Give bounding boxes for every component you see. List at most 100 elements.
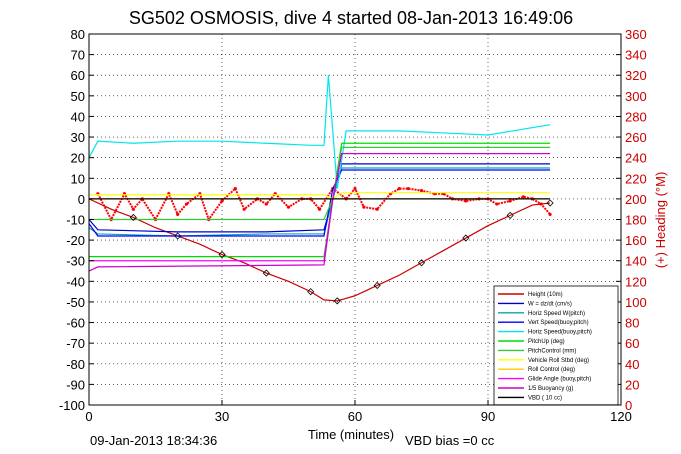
height-marker — [417, 259, 426, 267]
y2-axis-label: (+) Heading (°M) — [653, 172, 668, 269]
heading-point — [242, 207, 246, 211]
heading-point — [286, 205, 291, 209]
heading-point — [406, 186, 410, 191]
series-line-vehicle-roll-stbd-deg — [89, 192, 551, 200]
chart-title: SG502 OSMOSIS, dive 4 started 08-Jan-201… — [129, 8, 573, 28]
heading-point — [353, 186, 357, 191]
heading-point — [176, 212, 180, 216]
y-tick-label: -30 — [66, 254, 85, 269]
y2-tick-label: 180 — [625, 213, 647, 228]
y2-tick-label: 220 — [625, 171, 647, 186]
series-line-vert-speed-buoy-pitch — [88, 169, 551, 237]
heading-point — [362, 205, 366, 209]
legend-label: PitchControl (mm) — [528, 348, 576, 354]
height-marker — [129, 213, 137, 222]
series-lines — [88, 75, 551, 302]
y2-tick-label: 300 — [625, 89, 647, 104]
series-line-pitchcontrol-mm — [89, 146, 551, 221]
y-tick-label: 70 — [71, 48, 85, 63]
height-marker — [546, 199, 554, 207]
height-marker — [506, 211, 514, 219]
vbd-bias: VBD bias =0 cc — [405, 433, 495, 448]
y-tick-label: 80 — [71, 27, 85, 42]
height-marker — [218, 250, 226, 259]
y-tick-label: 20 — [71, 151, 85, 166]
y2-tick-label: 0 — [625, 398, 632, 413]
series-line-horiz-speed-w-pitch — [88, 167, 551, 237]
legend-label: W = dz/dt (cm/s) — [528, 301, 572, 307]
y2-tick-label: 200 — [625, 192, 647, 207]
heading-series — [96, 186, 552, 222]
heading-point — [495, 202, 499, 206]
heading-point — [419, 189, 424, 193]
height-markers — [129, 199, 554, 305]
y2-tick-label: 340 — [625, 48, 647, 63]
y-tick-label: -60 — [66, 316, 85, 331]
y2-tick-label: 20 — [625, 377, 639, 392]
y-tick-label: -70 — [66, 336, 85, 351]
x-tick-label: 30 — [215, 409, 229, 424]
y2-tick-label: 40 — [625, 357, 639, 372]
y-tick-label: -100 — [59, 398, 85, 413]
y-tick-label: -10 — [66, 213, 85, 228]
x-tick-label: 60 — [348, 409, 362, 424]
legend-label: PitchUp (deg) — [528, 339, 565, 345]
heading-point — [184, 202, 189, 206]
y2-tick-label: 360 — [625, 27, 647, 42]
heading-point — [521, 195, 526, 199]
legend-label: 1/5 Buoyancy (g) — [528, 386, 573, 392]
y2-tick-label: 160 — [625, 233, 647, 248]
y2-tick-label: 140 — [625, 254, 647, 269]
x-axis: 0 30 60 90 120 — [85, 400, 632, 424]
y-tick-label: 30 — [71, 130, 85, 145]
legend-label: Vehicle Roll Stbd (deg) — [528, 358, 589, 364]
height-marker — [307, 288, 315, 296]
y2-tick-label: 80 — [625, 316, 639, 331]
legend-label: Height (10m) — [528, 292, 563, 298]
legend-label: Glide Angle (buoy,pitch) — [528, 377, 591, 383]
legend-label: Roll Control (deg) — [528, 367, 575, 373]
series-line-horiz-speed-buoy-pitch — [88, 75, 551, 189]
heading-point — [220, 199, 224, 203]
heading-point — [548, 212, 552, 216]
legend: Height (10m) W = dz/dt (cm/s) Horiz Speed … — [493, 285, 619, 406]
y-tick-label: 50 — [71, 89, 85, 104]
legend-label: Horiz Speed W(pitch) — [528, 311, 585, 317]
legend-label: VBD ( 10 cc) — [528, 395, 562, 401]
left-axis: 80 70 60 50 40 30 20 10 0 -10 -20 -30 -40 -50 -60 -70 -8… — [59, 27, 94, 413]
heading-point — [264, 202, 268, 206]
series-line-height-10m — [88, 198, 551, 302]
height-marker — [262, 269, 270, 277]
legend-label: Vert Speed(buoy,pitch) — [528, 320, 589, 326]
x-tick-label: 0 — [85, 409, 92, 424]
height-marker — [462, 234, 470, 242]
y-tick-label: -40 — [66, 274, 85, 289]
y2-tick-label: 260 — [625, 130, 647, 145]
heading-point — [464, 199, 468, 203]
y-tick-label: -80 — [66, 357, 85, 372]
heading-point — [131, 207, 135, 211]
height-marker — [174, 232, 182, 240]
heading-point — [508, 199, 512, 203]
x-axis-label: Time (minutes) — [308, 427, 394, 442]
series-line-1-5-buoyancy-g — [88, 152, 551, 272]
y2-tick-label: 280 — [625, 109, 647, 124]
height-marker — [333, 297, 341, 305]
legend-label: Horiz Speed(buoy,pitch) — [528, 330, 592, 336]
heading-point — [233, 186, 237, 191]
heading-point — [375, 207, 379, 211]
y-tick-label: 0 — [78, 192, 85, 207]
x-tick-label: 90 — [481, 409, 495, 424]
y2-tick-label: 120 — [625, 274, 647, 289]
series-line-w-dz-dt-cm-s — [88, 163, 551, 233]
y-tick-label: -20 — [66, 233, 85, 248]
y2-tick-label: 240 — [625, 151, 647, 166]
y2-tick-label: 100 — [625, 295, 647, 310]
y2-tick-label: 60 — [625, 336, 639, 351]
x-tick-label: 120 — [610, 409, 632, 424]
y2-tick-label: 320 — [625, 68, 647, 83]
y-tick-label: 10 — [71, 171, 85, 186]
heading-point — [397, 186, 401, 191]
footer-timestamp: 09-Jan-2013 18:34:36 — [90, 433, 217, 448]
